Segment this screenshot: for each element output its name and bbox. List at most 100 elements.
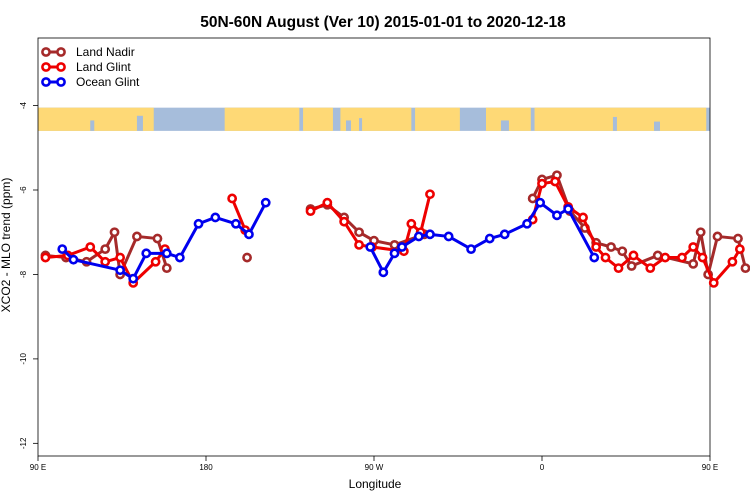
- y-tick-label: -10: [19, 353, 28, 365]
- map-land-block: [534, 107, 707, 131]
- data-point: [354, 227, 364, 238]
- data-point: [150, 256, 161, 267]
- map-ocean-inlet: [654, 121, 660, 131]
- data-point: [244, 229, 254, 240]
- map-ocean-inlet: [90, 120, 95, 131]
- data-point: [550, 176, 560, 187]
- data-point: [600, 252, 611, 263]
- data-point: [578, 212, 588, 223]
- y-tick-label: -12: [19, 437, 28, 449]
- series-layer: [40, 170, 750, 288]
- legend-label: Land Nadir: [76, 45, 135, 59]
- data-point: [443, 231, 454, 242]
- data-point: [354, 239, 364, 250]
- data-point: [552, 210, 562, 221]
- x-axis: 90 E 180 90 W 0 90 E: [30, 456, 718, 472]
- map-ocean-inlet: [500, 120, 509, 131]
- data-point: [305, 206, 316, 217]
- data-point: [425, 229, 435, 240]
- map-land-block: [224, 107, 300, 131]
- map-land-block: [38, 107, 154, 131]
- data-point: [708, 277, 719, 288]
- legend-swatch-marker: [56, 62, 66, 72]
- data-point: [466, 244, 476, 255]
- legend-swatch-marker: [41, 62, 51, 72]
- data-point: [339, 216, 350, 227]
- data-point: [242, 252, 252, 263]
- data-point: [193, 218, 204, 229]
- data-point: [141, 248, 152, 259]
- data-point: [734, 244, 745, 255]
- data-point: [740, 263, 750, 274]
- data-point: [484, 233, 495, 244]
- legend-swatch-marker: [41, 47, 51, 57]
- map-ocean-inlet: [136, 115, 143, 131]
- data-point: [227, 193, 238, 204]
- data-point: [322, 197, 333, 208]
- data-point: [57, 244, 68, 255]
- data-point: [652, 250, 663, 261]
- data-point: [613, 263, 624, 274]
- data-point: [132, 231, 142, 242]
- map-land-block: [415, 107, 460, 131]
- data-point: [128, 273, 139, 284]
- data-point: [425, 189, 435, 200]
- map-band-land: [38, 107, 707, 131]
- data-point: [413, 231, 424, 242]
- series-ocean-glint: [57, 197, 600, 284]
- legend-label: Ocean Glint: [76, 75, 140, 89]
- data-point: [645, 263, 656, 274]
- data-point: [68, 254, 79, 265]
- map-land-block: [303, 107, 333, 131]
- legend-swatch-marker: [56, 47, 66, 57]
- data-point: [389, 248, 400, 259]
- data-point: [688, 258, 699, 269]
- data-point: [563, 204, 574, 214]
- chart-title: 50N-60N August (Ver 10) 2015-01-01 to 20…: [200, 14, 566, 31]
- data-point: [499, 229, 510, 240]
- map-band: [38, 107, 710, 131]
- x-tick-label: 90 E: [702, 463, 718, 472]
- data-point: [230, 218, 241, 229]
- data-point: [85, 242, 96, 252]
- data-point: [591, 242, 602, 252]
- data-point: [365, 242, 376, 252]
- x-tick-label: 0: [540, 463, 545, 472]
- y-axis-label: XCO2 - MLO trend (ppm): [0, 178, 13, 313]
- data-point: [606, 242, 616, 252]
- data-point: [100, 256, 111, 267]
- data-point: [397, 242, 407, 252]
- data-point: [115, 265, 126, 276]
- series-line: [230, 197, 247, 231]
- x-tick-label: 90 E: [30, 463, 46, 472]
- y-tick-label: -8: [19, 270, 28, 278]
- y-tick-label: -6: [19, 186, 28, 194]
- data-point: [677, 252, 687, 263]
- data-point: [727, 256, 738, 267]
- data-point: [260, 197, 271, 208]
- data-point: [115, 252, 126, 263]
- legend-swatch-marker: [56, 77, 66, 87]
- data-point: [161, 263, 172, 274]
- data-point: [626, 261, 637, 271]
- data-point: [378, 267, 389, 278]
- data-point: [109, 227, 120, 238]
- x-tick-label: 180: [199, 463, 213, 472]
- y-tick-label: -4: [19, 101, 28, 109]
- data-point: [617, 246, 628, 257]
- x-tick-label: 90 W: [365, 463, 384, 472]
- map-ocean-inlet: [359, 118, 363, 131]
- data-point: [40, 252, 51, 263]
- data-point: [589, 252, 600, 263]
- map-land-block: [486, 107, 531, 131]
- x-axis-label: Longitude: [349, 477, 402, 491]
- data-point: [210, 212, 221, 223]
- data-point: [527, 193, 538, 204]
- data-point: [697, 252, 708, 263]
- data-point: [522, 218, 532, 229]
- map-land-block: [340, 107, 412, 131]
- data-point: [712, 231, 723, 242]
- series-line: [531, 173, 747, 276]
